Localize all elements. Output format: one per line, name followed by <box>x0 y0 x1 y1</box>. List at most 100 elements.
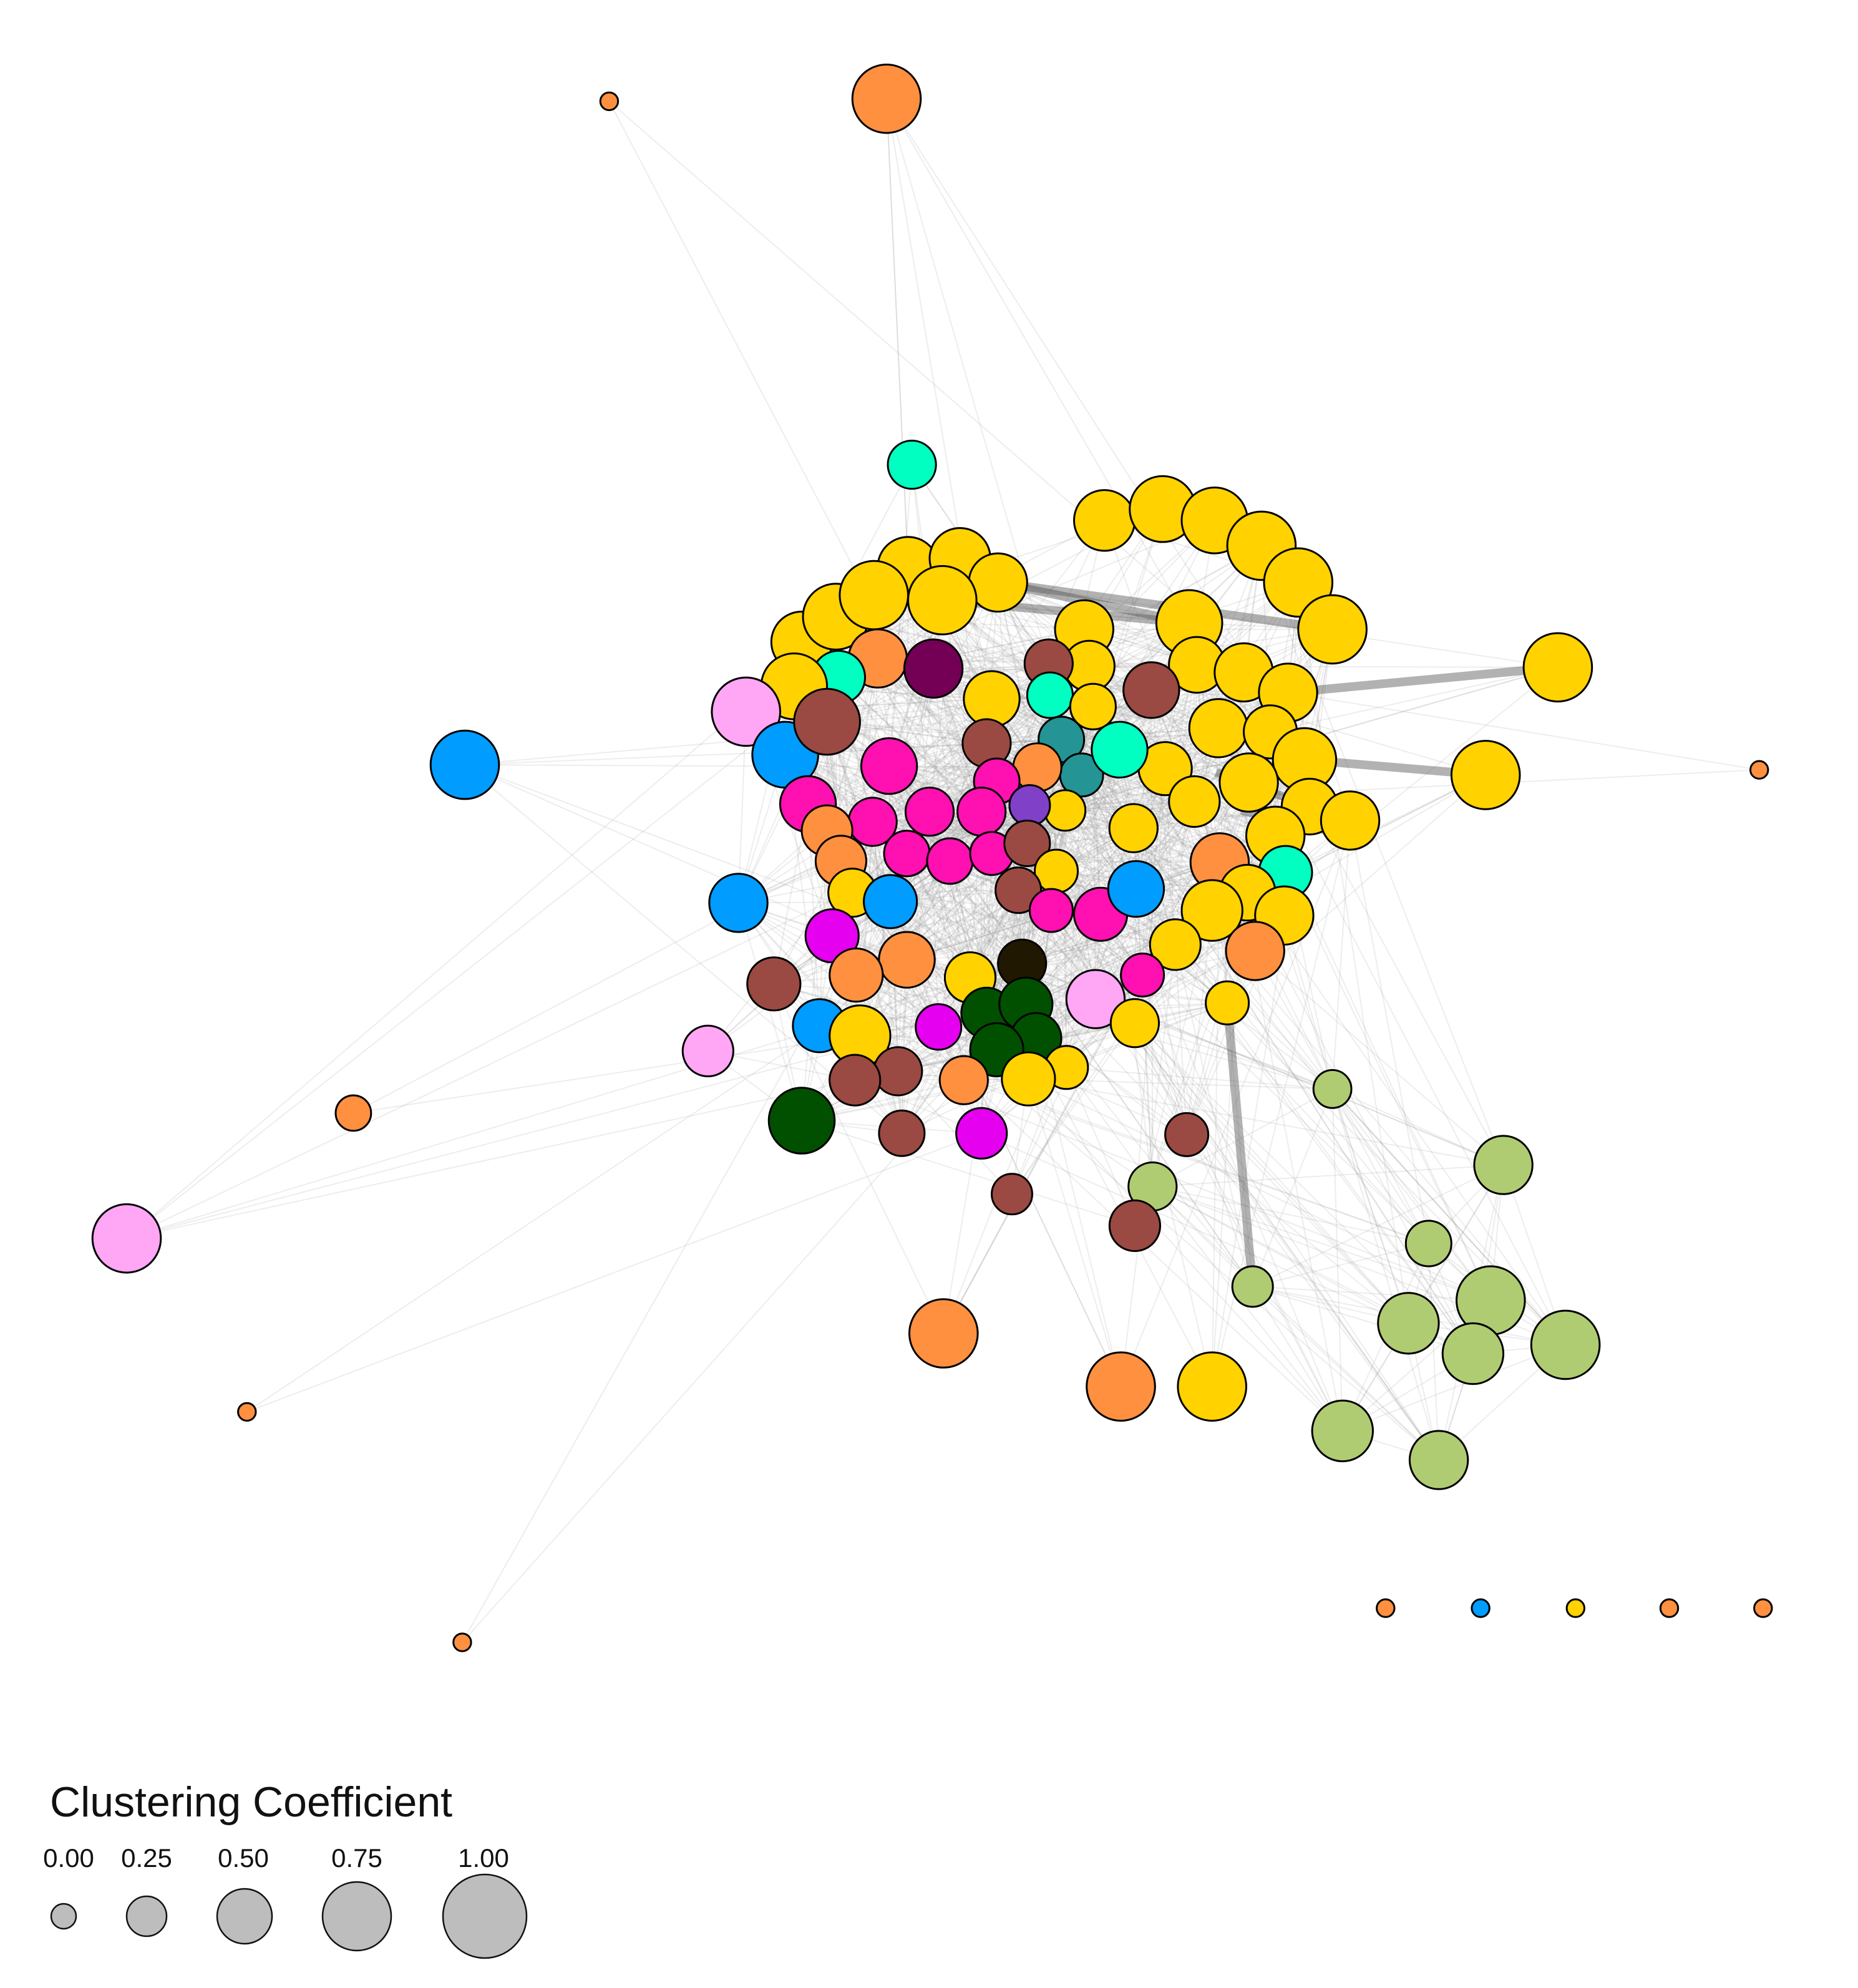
graph-node-133 <box>1408 1430 1469 1490</box>
graph-edge <box>1174 944 1253 1287</box>
graph-node-61 <box>1180 879 1243 942</box>
graph-edge <box>1331 820 1351 1089</box>
graph-edge <box>1049 694 1474 1354</box>
legend-label-0: 0.00 <box>43 1843 94 1873</box>
graph-edge <box>1065 782 1249 812</box>
graph-edge <box>986 742 1134 829</box>
graph-node-44 <box>1069 682 1117 730</box>
graph-edge <box>1252 1164 1504 1287</box>
graph-edge <box>929 811 971 978</box>
graph-edge <box>1255 950 1504 1166</box>
graph-edge <box>907 959 1096 1000</box>
graph-edge <box>1035 1038 1122 1387</box>
graph-edge <box>1252 1286 1491 1301</box>
graph-edge <box>246 1132 982 1413</box>
graph-edge <box>1152 1186 1409 1324</box>
graph-edge <box>1288 692 1759 771</box>
graph-node-77 <box>956 787 1007 837</box>
graph-edge <box>941 599 1492 1301</box>
graph-node-109 <box>1001 1051 1056 1107</box>
graph-node-35 <box>793 687 861 756</box>
graph-edge <box>1196 664 1253 1287</box>
graph-edge <box>826 721 993 854</box>
graph-node-43 <box>1026 671 1074 719</box>
graph-node-6 <box>1450 740 1521 810</box>
graph-node-127 <box>1231 1265 1274 1308</box>
graph-edge <box>464 764 903 1134</box>
graph-edge <box>838 677 1491 1301</box>
graph-edge <box>1028 1079 1122 1387</box>
graph-edge <box>1252 1286 1474 1355</box>
graph-edge <box>773 983 903 1134</box>
graph-edge <box>1285 774 1486 873</box>
graph-node-131 <box>1441 1322 1505 1385</box>
graph-edge <box>1331 1089 1409 1324</box>
graph-node-11 <box>1376 1598 1396 1618</box>
graph-edge <box>1132 828 1228 1004</box>
graph-edge <box>997 582 1038 768</box>
graph-edge <box>807 599 943 805</box>
graph-edge <box>462 1079 965 1643</box>
graph-node-9 <box>237 1402 257 1422</box>
legend-title: Clustering Coefficient <box>50 1778 452 1826</box>
legend-label-1: 0.25 <box>121 1843 172 1873</box>
graph-edge <box>1331 1089 1566 1346</box>
graph-edge <box>1252 1243 1429 1287</box>
graph-node-26 <box>968 552 1028 613</box>
graph-node-93 <box>878 931 936 989</box>
graph-edge <box>1332 1088 1504 1166</box>
graph-edge <box>737 903 802 1121</box>
graph-edge <box>1309 806 1504 1166</box>
graph-edge <box>1260 545 1504 1165</box>
graph-edge <box>890 901 899 1072</box>
graph-edge <box>855 974 982 1134</box>
graph-edge <box>1029 805 1176 946</box>
graph-nodes <box>91 64 1773 1652</box>
graph-node-27 <box>839 560 909 631</box>
graph-edge <box>1152 1186 1491 1301</box>
graph-edge <box>807 780 997 805</box>
graph-edge <box>774 983 997 1050</box>
graph-edge <box>897 1070 1013 1195</box>
graph-edge <box>1175 944 1333 1090</box>
legend-circle-2 <box>216 1888 273 1945</box>
graph-edge <box>901 959 908 1133</box>
graph-node-28 <box>907 565 978 636</box>
graph-node-113 <box>681 1024 734 1078</box>
graph-edge <box>1211 862 1220 1387</box>
legend-circle-0 <box>50 1903 77 1930</box>
graph-node-0 <box>599 91 620 112</box>
graph-edge <box>890 901 1122 1387</box>
graph-edge <box>1152 1186 1429 1244</box>
graph-node-62 <box>1149 918 1202 971</box>
graph-edge <box>897 1070 1491 1301</box>
graph-edge <box>855 974 1343 1432</box>
graph-node-32 <box>711 676 781 747</box>
graph-edge <box>1152 1088 1333 1187</box>
graph-edge <box>1164 769 1176 945</box>
graph-node-121 <box>908 1298 979 1369</box>
graph-edge <box>1252 1089 1333 1287</box>
graph-edge <box>773 860 951 985</box>
graph-edge <box>970 663 1049 978</box>
graph-node-95 <box>746 956 802 1012</box>
graph-edge <box>890 901 1122 1387</box>
graph-edge <box>126 677 839 1239</box>
graph-edge <box>832 909 1052 937</box>
graph-edge <box>1132 672 1245 829</box>
graph-edge <box>1287 662 1559 697</box>
graph-edge <box>1174 944 1188 1135</box>
graph-edge <box>873 594 983 812</box>
graph-node-8 <box>91 1203 162 1274</box>
graph-node-2 <box>887 439 937 490</box>
legend-label-4: 1.00 <box>458 1843 509 1873</box>
graph-edge <box>1152 1164 1504 1188</box>
graph-edge <box>938 853 993 1027</box>
graph-node-10 <box>452 1632 472 1652</box>
graph-edge <box>801 1120 1136 1226</box>
graph-edge <box>1135 690 1152 890</box>
graph-edge <box>801 1078 1029 1122</box>
graph-node-12 <box>1471 1598 1491 1618</box>
graph-node-64 <box>1205 980 1250 1026</box>
